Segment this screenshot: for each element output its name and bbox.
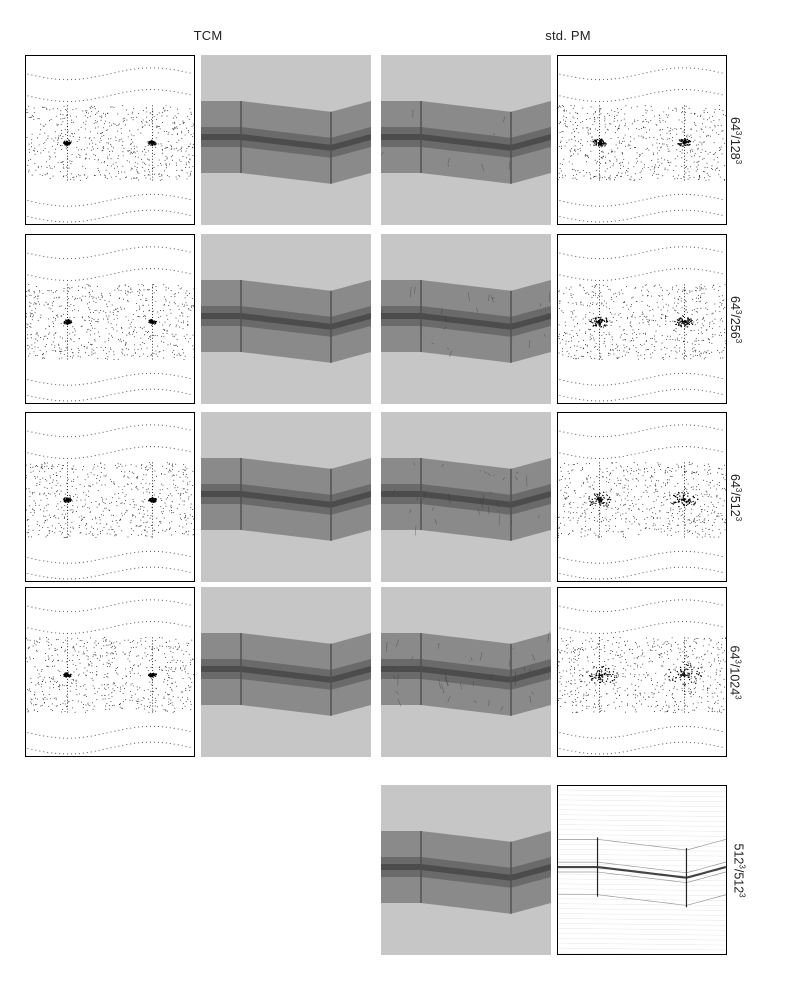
tcm-particle-panel-row1 bbox=[25, 55, 195, 225]
pm-particle-panel-row2 bbox=[557, 234, 727, 404]
tcm-particle-panel-row2 bbox=[25, 234, 195, 404]
pm-particle-panel-row4 bbox=[557, 587, 727, 757]
reference-sharp-panel bbox=[557, 785, 727, 955]
tcm-density-panel-row3 bbox=[201, 412, 371, 582]
tcm-density-panel-row1 bbox=[201, 55, 371, 225]
pm-density-panel-row2 bbox=[381, 234, 551, 404]
tcm-particle-panel-row3 bbox=[25, 412, 195, 582]
pm-particle-panel-row1 bbox=[557, 55, 727, 225]
tcm-particle-panel-row4 bbox=[25, 587, 195, 757]
tcm-density-panel-row4 bbox=[201, 587, 371, 757]
pm-density-panel-row1 bbox=[381, 55, 551, 225]
row-label-1: 643/1283 bbox=[728, 117, 744, 165]
pm-density-panel-row4 bbox=[381, 587, 551, 757]
row-label-3: 643/5123 bbox=[728, 474, 744, 522]
row-label-4: 643/10243 bbox=[727, 645, 743, 700]
pm-density-panel-row3 bbox=[381, 412, 551, 582]
std-pm-column-header: std. PM bbox=[545, 28, 591, 43]
row-label-2: 643/2563 bbox=[728, 296, 744, 344]
row-label-5: 5123/5123 bbox=[731, 843, 747, 898]
reference-density-panel bbox=[381, 785, 551, 955]
tcm-density-panel-row2 bbox=[201, 234, 371, 404]
tcm-column-header: TCM bbox=[193, 28, 223, 43]
pm-particle-panel-row3 bbox=[557, 412, 727, 582]
